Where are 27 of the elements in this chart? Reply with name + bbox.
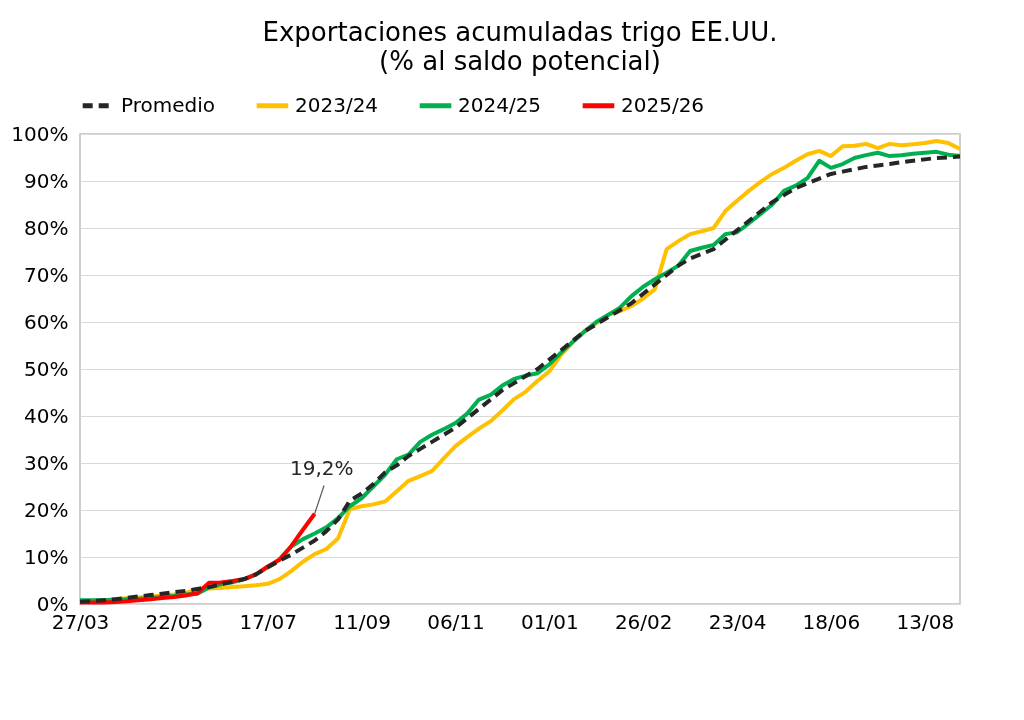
legend-label: 2024/25: [458, 92, 542, 117]
x-tick-label: 13/08: [896, 609, 955, 634]
y-tick-label: 10%: [24, 544, 69, 569]
x-tick-label: 01/01: [521, 609, 579, 634]
y-tick-label: 20%: [24, 497, 69, 522]
y-tick-label: 40%: [24, 403, 69, 428]
legend-label: Promedio: [121, 92, 216, 117]
x-tick-label: 26/02: [614, 609, 673, 634]
x-tick-label: 11/09: [333, 609, 391, 634]
y-tick-label: 60%: [24, 309, 69, 334]
y-tick-label: 0%: [36, 591, 69, 616]
y-tick-label: 90%: [24, 168, 69, 193]
y-tick-label: 80%: [24, 215, 69, 240]
y-tick-label: 100%: [11, 121, 69, 146]
legend-label: 2023/24: [295, 92, 379, 117]
chart-title: Exportaciones acumuladas trigo EE.UU.: [262, 17, 778, 47]
legend-label: 2025/26: [621, 92, 705, 117]
y-tick-label: 30%: [24, 450, 69, 475]
y-tick-label: 70%: [24, 262, 69, 287]
x-tick-label: 22/05: [145, 609, 204, 634]
x-tick-label: 18/06: [802, 609, 861, 634]
x-tick-label: 06/11: [427, 609, 485, 634]
y-tick-label: 50%: [24, 356, 69, 381]
chart-subtitle: (% al saldo potencial): [379, 46, 661, 76]
annotation: 19,2%: [289, 455, 354, 480]
x-tick-label: 17/07: [239, 609, 298, 634]
x-tick-label: 23/04: [708, 609, 767, 634]
